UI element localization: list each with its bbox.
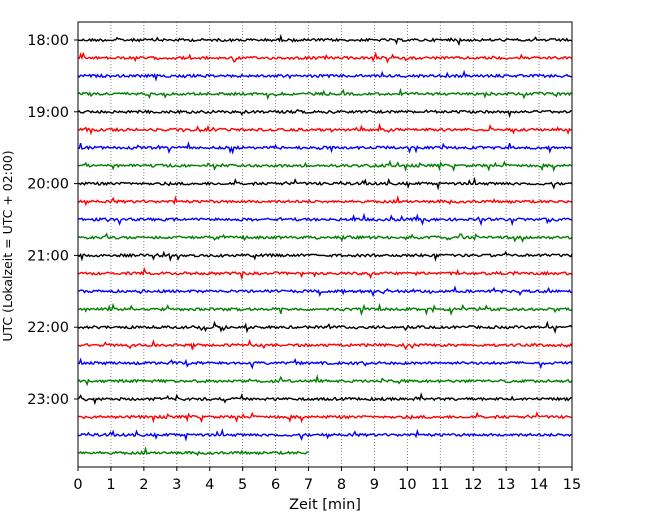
trace-2000 xyxy=(77,176,573,191)
x-tick-label: 8 xyxy=(337,477,346,493)
x-axis-label: Zeit [min] xyxy=(289,497,361,513)
trace-2215 xyxy=(77,338,573,351)
trace-2145 xyxy=(77,302,573,317)
trace-2100 xyxy=(77,250,573,262)
trace-2245 xyxy=(77,374,573,387)
x-tick-label: 5 xyxy=(238,477,247,493)
x-tick-label: 14 xyxy=(530,477,548,493)
x-tick-label: 0 xyxy=(73,477,82,493)
x-tick-label: 13 xyxy=(497,477,515,493)
trace-1815 xyxy=(77,51,573,64)
trace-2315 xyxy=(77,411,573,424)
trace-1930 xyxy=(77,141,573,155)
x-tick-label: 10 xyxy=(398,477,416,493)
trace-2015 xyxy=(77,194,573,207)
x-tick-label: 7 xyxy=(304,477,313,493)
plot-frame xyxy=(77,21,573,468)
trace-1915 xyxy=(77,122,573,136)
y-tick-label: 18:00 xyxy=(27,33,69,49)
y-tick-label: 19:00 xyxy=(27,105,69,121)
traces xyxy=(77,33,573,457)
x-tick-label: 11 xyxy=(431,477,449,493)
trace-2230 xyxy=(77,357,573,370)
x-tick-label: 12 xyxy=(464,477,482,493)
x-tick-label: 1 xyxy=(106,477,115,493)
x-tick-label: 6 xyxy=(271,477,280,493)
x-tick-label: 2 xyxy=(139,477,148,493)
trace-2030 xyxy=(77,212,573,227)
trace-1845 xyxy=(77,87,573,101)
x-tick-label: 15 xyxy=(563,477,581,493)
y-tick-label: 20:00 xyxy=(27,177,69,193)
trace-2130 xyxy=(77,285,573,298)
y-tick-label: 21:00 xyxy=(27,248,69,264)
y-axis-label: UTC (Lokalzeit = UTC + 02:00) xyxy=(0,150,15,341)
y-tick-label: 23:00 xyxy=(27,392,69,408)
trace-2345 xyxy=(77,446,309,457)
grid xyxy=(110,22,540,467)
x-axis: 0 1 2 3 4 5 6 7 8 9 10 11 12 13 14 15 xyxy=(73,467,581,493)
trace-2330 xyxy=(77,428,572,442)
x-tick-label: 4 xyxy=(205,477,214,493)
trace-2300 xyxy=(77,392,573,406)
trace-1900 xyxy=(77,108,573,119)
y-tick-label: 22:00 xyxy=(27,320,69,336)
trace-2200 xyxy=(77,320,573,334)
trace-1945 xyxy=(77,159,573,173)
trace-1830 xyxy=(77,69,572,82)
x-tick-label: 9 xyxy=(370,477,379,493)
trace-2045 xyxy=(77,232,573,243)
x-tick-label: 3 xyxy=(172,477,181,493)
y-axis: 18:00 19:00 20:00 21:00 22:00 23:00 xyxy=(27,33,78,408)
trace-2115 xyxy=(77,266,573,281)
trace-1800 xyxy=(77,33,573,47)
